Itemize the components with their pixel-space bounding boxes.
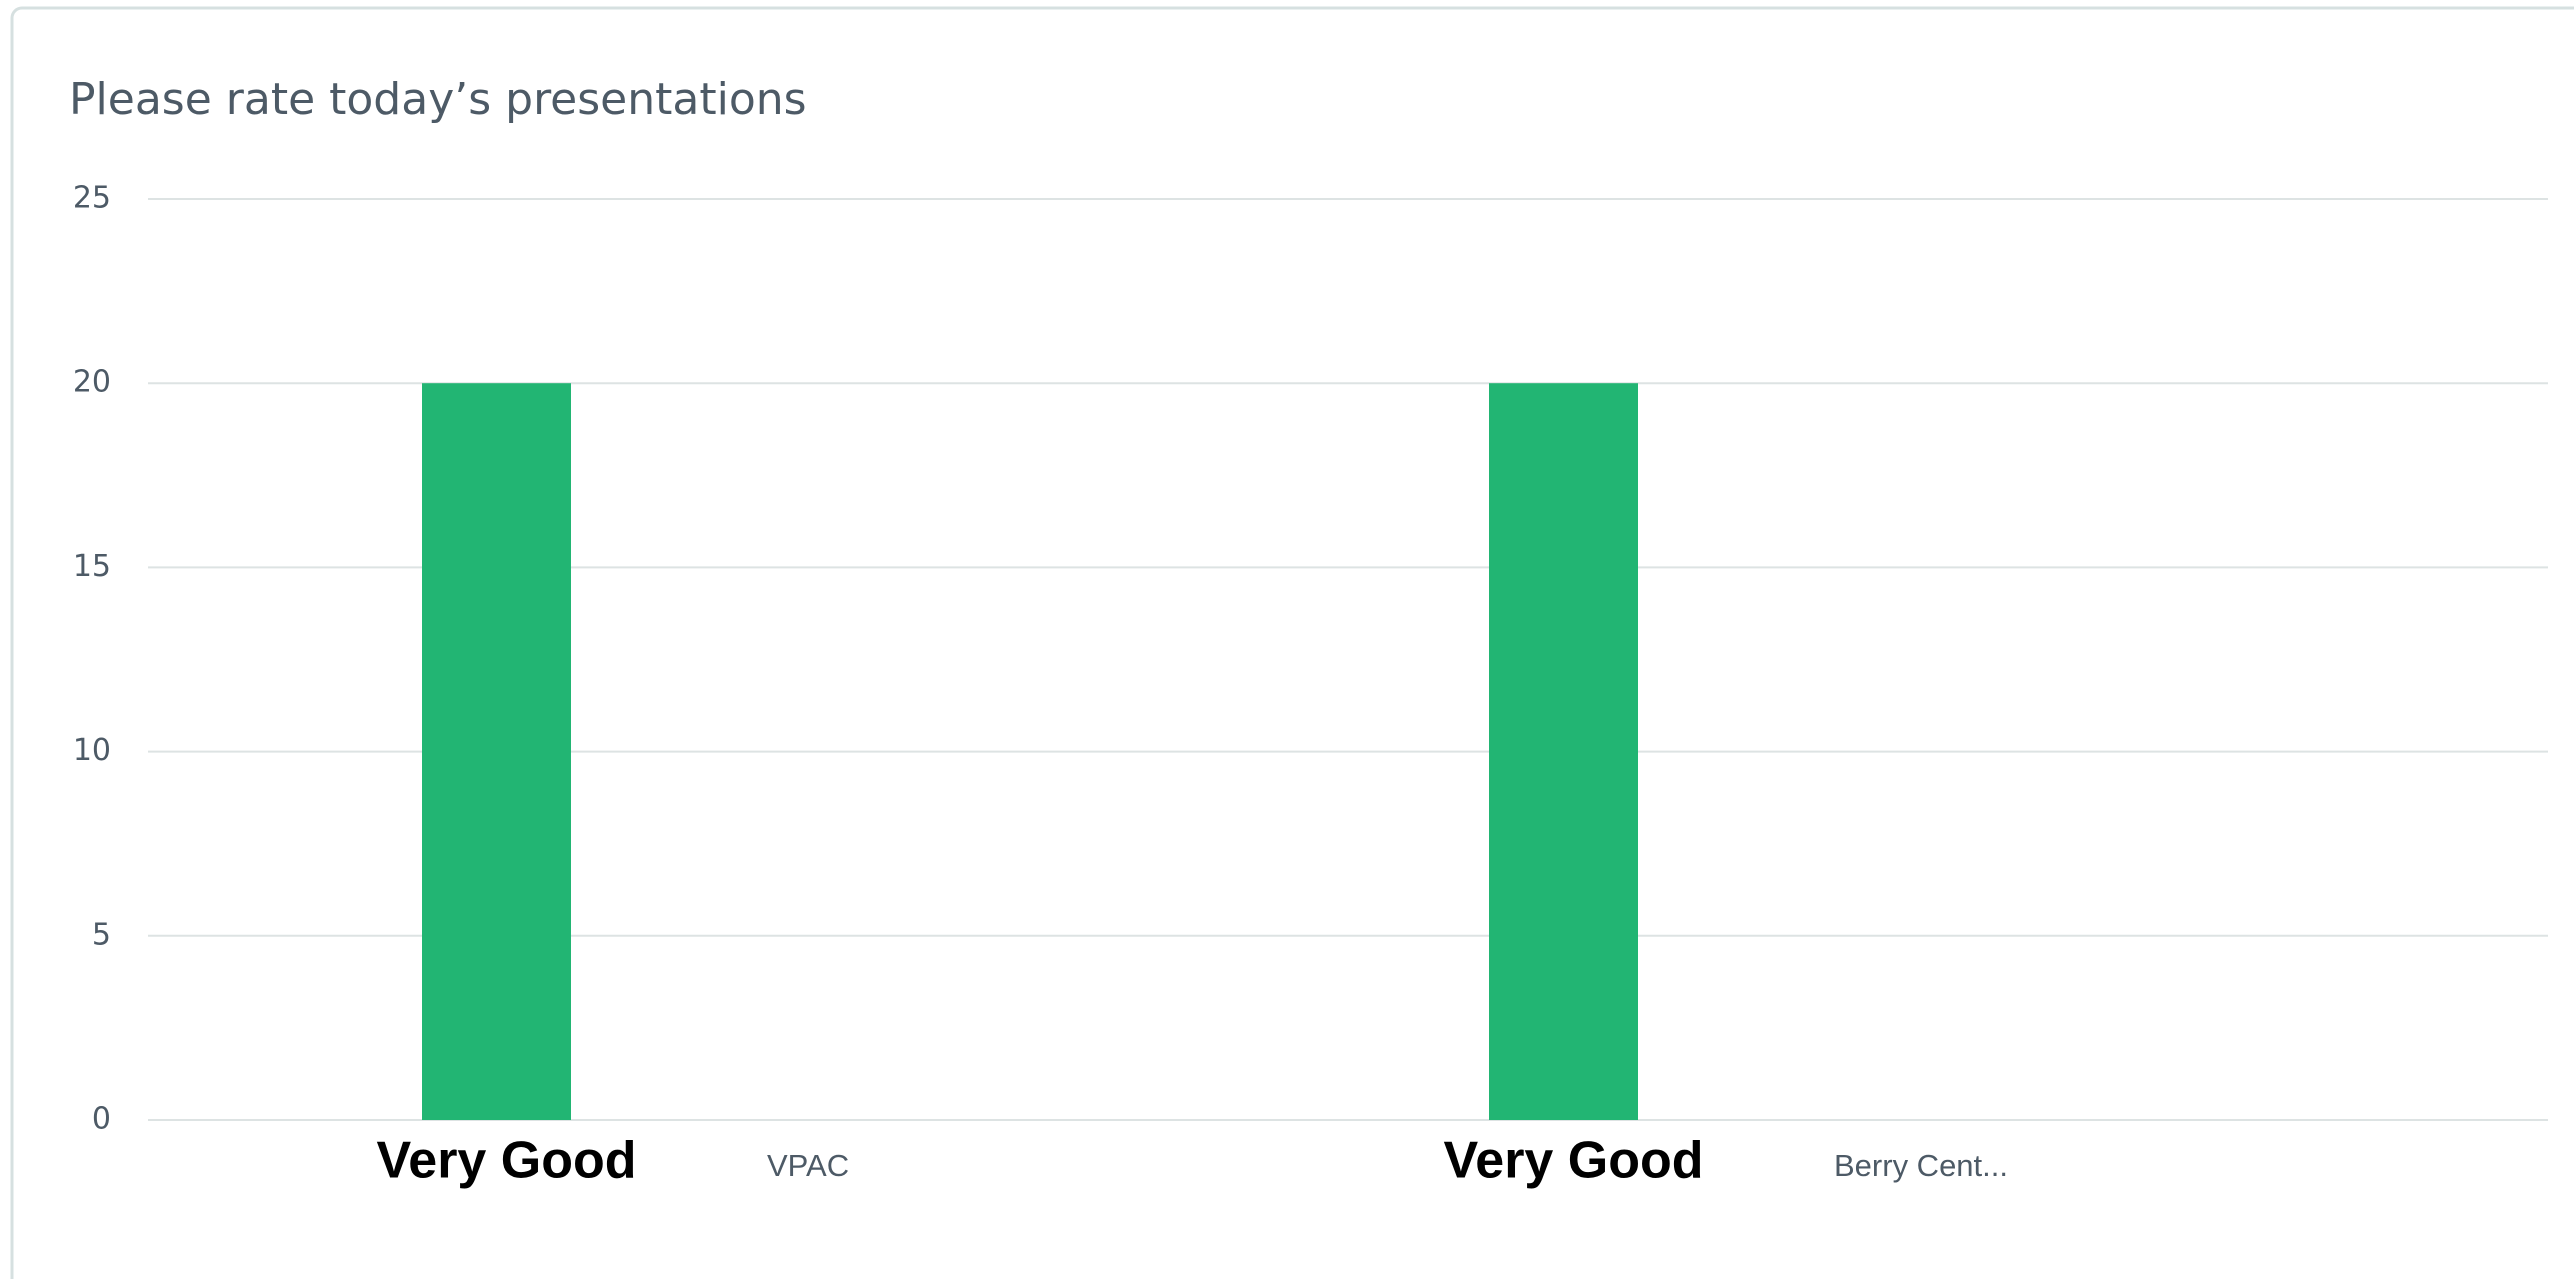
chart-title: Please rate today’s presentations xyxy=(69,74,807,125)
y-tick-label: 20 xyxy=(73,365,111,400)
bar xyxy=(1489,383,1638,1120)
y-tick-label: 10 xyxy=(73,733,111,768)
y-tick-label: 5 xyxy=(92,917,111,952)
x-tick-label: VPAC xyxy=(767,1148,849,1183)
series-label: Very Good xyxy=(1443,1132,1703,1190)
y-tick-label: 25 xyxy=(73,181,111,216)
series-label: Very Good xyxy=(376,1132,636,1190)
bar xyxy=(422,383,571,1120)
card xyxy=(10,6,2574,1279)
y-tick-label: 0 xyxy=(92,1102,111,1137)
x-tick-label: Berry Cent... xyxy=(1834,1148,2008,1183)
y-tick-label: 15 xyxy=(73,549,111,584)
